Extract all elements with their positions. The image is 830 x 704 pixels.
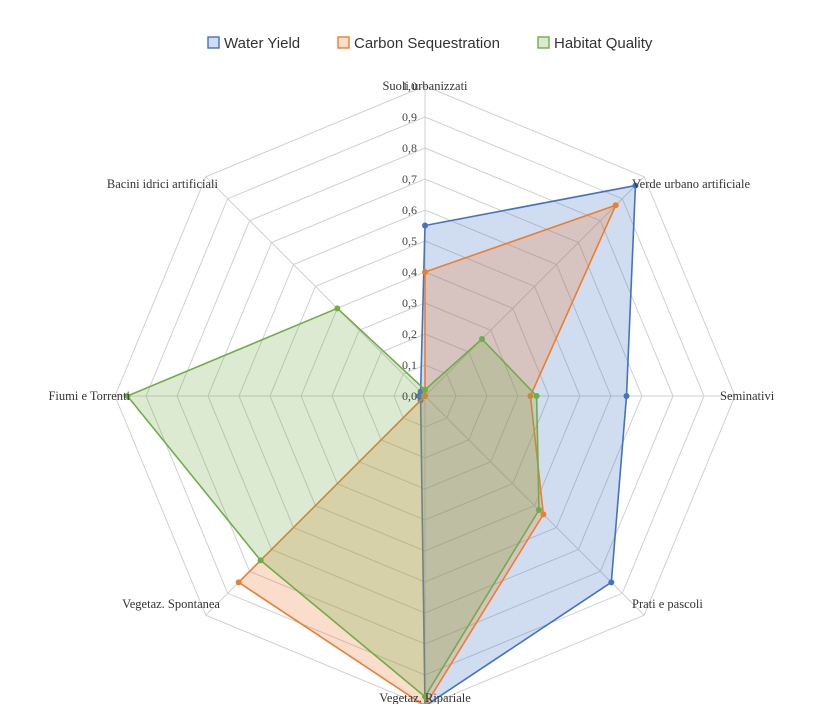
legend-label: Carbon Sequestration [354,35,500,52]
data-point [257,557,264,564]
grid-ring [114,85,736,704]
tick-label: 0,3 [402,296,417,310]
category-labels: Suoli urbanizzati Verde urbano artificial… [48,79,774,704]
tick-label: 0,9 [402,110,417,124]
tick-label: 1,0 [402,79,417,93]
tick-label: 0,6 [402,203,417,217]
data-point [422,386,428,393]
grid-spoke [424,395,645,616]
legend-label: Water Yield [224,35,300,52]
category-label: Verde urbano artificiale [632,177,750,191]
data-point [533,393,540,399]
tick-label: 0,8 [402,141,417,155]
tick-label: 0,1 [402,358,417,372]
category-label: Bacini idrici artificiali [107,177,219,191]
category-label: Vegetaz. Spontanea [122,597,220,611]
data-point [422,269,428,275]
legend-swatch [337,36,350,49]
tick-label: 0,7 [402,172,417,186]
grid-spoke [205,176,426,397]
legend-label: Habitat Quality [554,35,653,52]
tick-label: 0,5 [402,234,417,248]
data-point [608,579,615,586]
data-point [422,393,428,399]
data-point [623,393,630,399]
data-point [535,506,542,513]
data-point [478,336,485,343]
category-label: Fiumi e Torrenti [48,389,130,403]
data-point [540,511,547,518]
category-label: Prati e pascoli [632,597,703,611]
data-point [124,393,131,399]
grid-spoke [424,176,645,397]
tick-label: 0,2 [402,327,417,341]
tick-labels: 0,0 0,1 0,2 0,3 0,4 0,5 0,6 0,7 0,8 0,9 1,0 [402,79,417,403]
data-point [235,579,242,586]
tick-label: 0,4 [402,265,417,279]
data-point [422,222,428,229]
legend-swatch [207,36,220,49]
tick-label: 0,0 [402,389,417,403]
series-layer [124,182,639,704]
data-point [527,393,534,399]
data-point [612,202,619,209]
data-point [632,182,639,189]
data-point [422,693,428,700]
category-label: Vegetaz. Ripariale [379,691,471,704]
category-label: Seminativi [720,389,775,403]
legend-swatch [537,36,550,49]
series-area-1 [237,204,617,704]
legend: Water Yield Carbon Sequestration Habitat Q… [207,35,653,52]
category-label: Suoli urbanizzati [382,79,468,93]
data-point [334,305,341,312]
